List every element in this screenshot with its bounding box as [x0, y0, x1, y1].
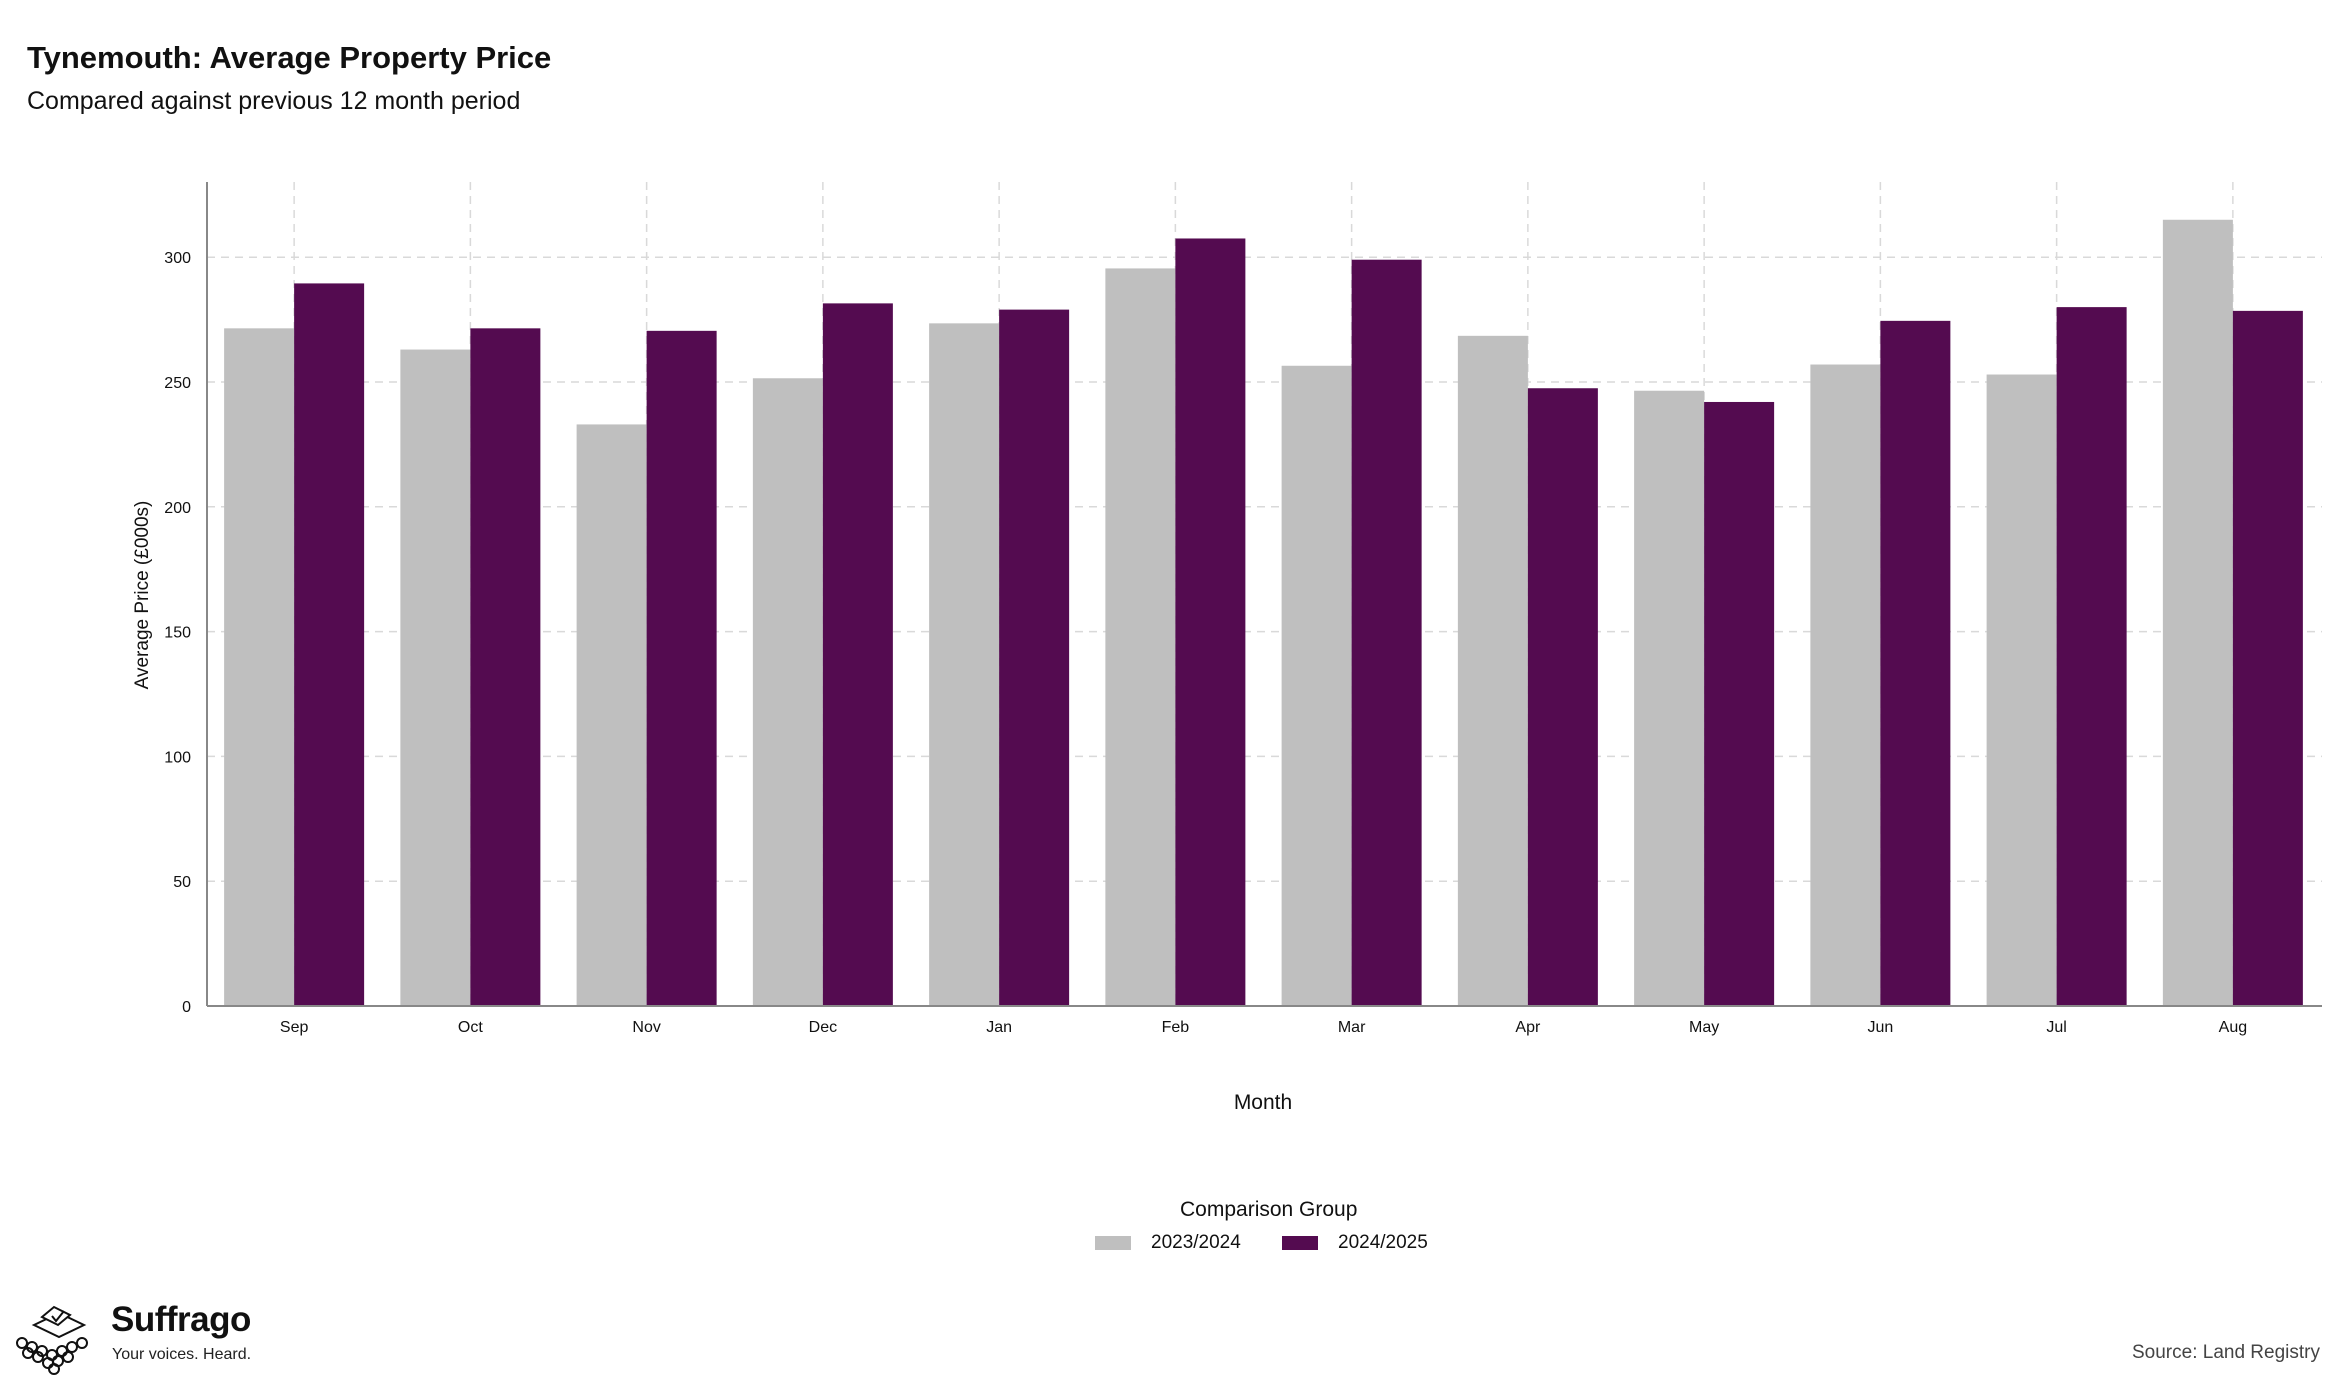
bar-2023-2024-mar: [1281, 365, 1352, 1006]
legend-swatch-2023-2024: [1095, 1236, 1131, 1250]
x-tick-label: Jun: [1867, 1019, 1893, 1036]
bar-2024-2025-jul: [2056, 307, 2127, 1006]
bar-chart: 0 50 100 150 200 250 300 Sep Oct Nov Dec Jan Feb Mar A…: [132, 182, 2322, 1114]
y-tick-label: 150: [164, 625, 191, 642]
x-tick-label: Sep: [280, 1019, 309, 1036]
bar-2024-2025-may: [1704, 401, 1775, 1006]
y-tick-label: 200: [164, 500, 191, 517]
bar-2024-2025-dec: [822, 303, 893, 1007]
brand-name: Suffrago: [111, 1300, 251, 1339]
bar-2023-2024-apr: [1457, 335, 1528, 1007]
y-tick-label: 100: [164, 749, 191, 766]
x-tick-label: Mar: [1338, 1019, 1366, 1036]
bar-2023-2024-oct: [400, 349, 471, 1006]
axes: 0 50 100 150 200 250 300 Sep Oct Nov Dec Jan Feb Mar A…: [164, 182, 2322, 1036]
x-tick-label: Feb: [1162, 1019, 1190, 1036]
bar-2023-2024-jan: [929, 323, 1000, 1006]
ballot-box-icon: [16, 1305, 88, 1375]
bar-2024-2025-feb: [1175, 238, 1246, 1007]
x-axis-label: Month: [1234, 1091, 1292, 1114]
x-tick-label: Dec: [809, 1019, 837, 1036]
bar-2023-2024-may: [1634, 390, 1705, 1007]
bar-2024-2025-nov: [646, 330, 717, 1006]
y-tick-label: 0: [182, 999, 191, 1016]
x-tick-label: May: [1689, 1019, 1719, 1036]
legend-label-2024-2025: 2024/2025: [1338, 1232, 1428, 1253]
x-tick-label: Jan: [986, 1019, 1012, 1036]
bar-2024-2025-jun: [1880, 320, 1951, 1006]
y-axis-label: Average Price (£000s): [132, 501, 153, 690]
bar-2023-2024-sep: [224, 328, 295, 1006]
legend-label-2023-2024: 2023/2024: [1151, 1232, 1241, 1253]
bar-2024-2025-sep: [294, 283, 365, 1007]
bar-2024-2025-jan: [999, 309, 1070, 1007]
y-tick-label: 50: [173, 874, 191, 891]
x-tick-label: Oct: [458, 1019, 483, 1036]
bar-2023-2024-nov: [576, 424, 647, 1006]
bar-2024-2025-mar: [1351, 259, 1422, 1006]
chart-title: Tynemouth: Average Property Price: [27, 40, 552, 75]
x-tick-label: Jul: [2046, 1019, 2066, 1036]
bar-2023-2024-jul: [1986, 374, 2057, 1007]
bar-2023-2024-dec: [752, 378, 823, 1007]
y-tick-label: 250: [164, 375, 191, 392]
x-tick-label: Nov: [632, 1019, 660, 1036]
bars: [224, 219, 2303, 1007]
bar-2024-2025-apr: [1527, 388, 1598, 1006]
legend-title: Comparison Group: [1180, 1198, 1358, 1221]
bar-2024-2025-oct: [470, 328, 541, 1006]
source-note: Source: Land Registry: [2132, 1342, 2320, 1363]
x-tick-label: Aug: [2219, 1019, 2247, 1036]
bar-2023-2024-jun: [1810, 364, 1881, 1006]
chart-subtitle: Compared against previous 12 month perio…: [27, 87, 521, 115]
bar-2023-2024-aug: [2162, 219, 2233, 1006]
y-tick-label: 300: [164, 250, 191, 267]
legend-item-2024-2025: 2024/2025: [1282, 1232, 1428, 1254]
legend-swatch-2024-2025: [1282, 1236, 1318, 1250]
bar-2024-2025-aug: [2232, 310, 2303, 1006]
x-tick-label: Apr: [1515, 1019, 1541, 1036]
bar-2023-2024-feb: [1105, 268, 1176, 1006]
legend-item-2023-2024: 2023/2024: [1095, 1232, 1241, 1254]
brand-tagline: Your voices. Heard.: [112, 1346, 252, 1363]
